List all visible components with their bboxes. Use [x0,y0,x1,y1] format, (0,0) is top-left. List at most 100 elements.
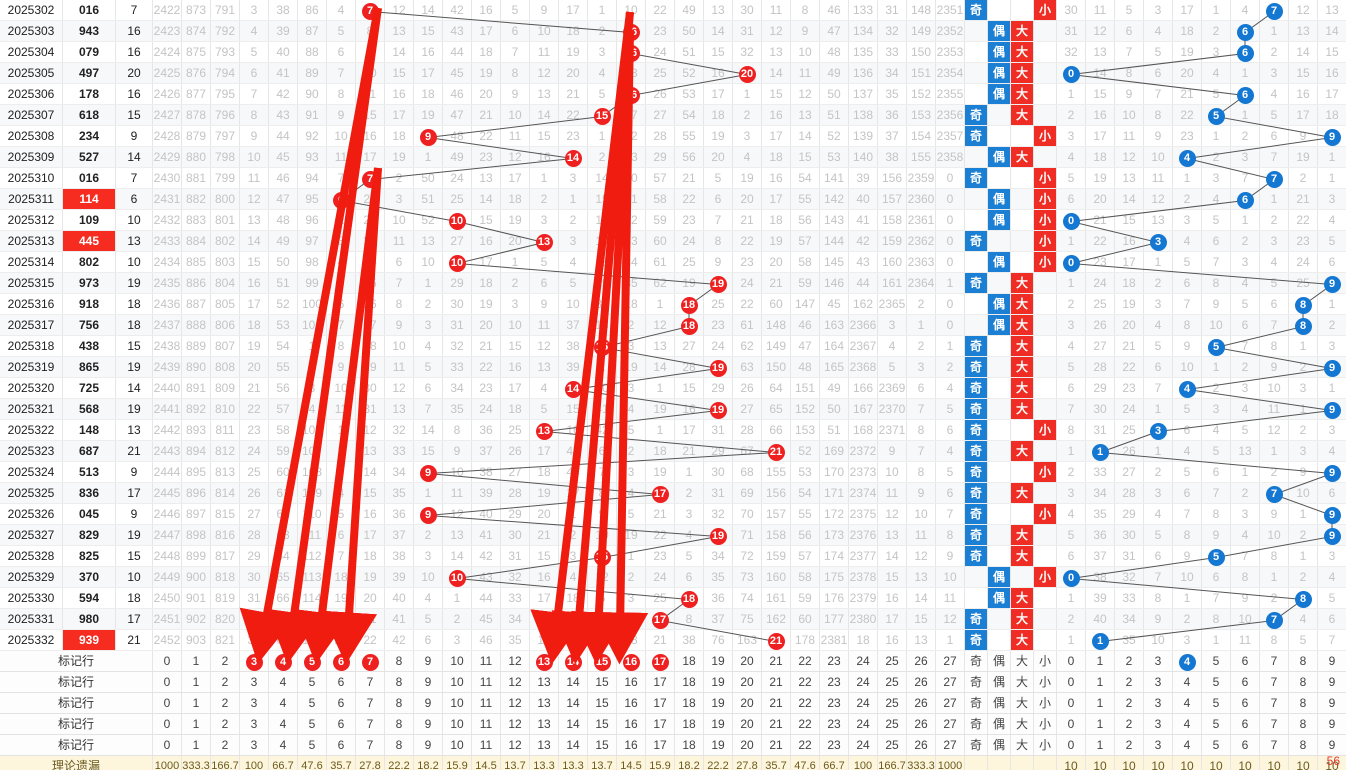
cell-span-omission-hit[interactable]: 1 [1085,440,1115,462]
cell-span-omission-hit[interactable]: 8 [1288,314,1318,336]
cell-sum-omission-hit[interactable]: 14 [558,377,588,399]
cell-sum-omission-hit[interactable]: 21 [761,629,791,651]
cell-span-omission-hit[interactable]: 9 [1317,356,1346,378]
cell-sum-omission-hit[interactable]: 16 [616,41,646,63]
cell-sum-omission-hit[interactable]: 20 [732,62,762,84]
cell-sum-omission-hit[interactable]: 21 [761,440,791,462]
cell-sum-omission-hit[interactable]: 19 [703,524,733,546]
cell-sum-omission-hit[interactable]: 16 [616,20,646,42]
cell-span-omission-hit[interactable]: 4 [1172,377,1202,399]
marker-ball-span[interactable]: 4 [1172,650,1202,672]
cell-span-omission: 8 [1259,335,1289,357]
cell-sum-omission: 22 [645,524,675,546]
cell-sum-omission-hit[interactable]: 13 [529,230,559,252]
cell-span-omission-hit[interactable]: 3 [1143,230,1173,252]
cell-sum-omission-hit[interactable]: 9 [413,125,443,147]
cell-sum-omission-hit[interactable]: 18 [674,587,704,609]
cell-sum-omission-hit[interactable]: 15 [587,104,617,126]
cell-sum-omission-hit[interactable]: 15 [587,335,617,357]
cell-sum-omission-hit[interactable]: 10 [442,251,472,273]
cell-sum-omission-hit[interactable]: 19 [703,398,733,420]
cell-sum-omission-hit[interactable]: 18 [674,314,704,336]
cell-span-omission-hit[interactable]: 9 [1317,398,1346,420]
marker-ball-sum[interactable]: 6 [326,650,356,672]
cell-span-omission-hit[interactable]: 7 [1259,167,1289,189]
cell-span-omission-hit[interactable]: 6 [1230,83,1260,105]
cell-sum-omission-hit[interactable]: 18 [674,293,704,315]
cell-span-omission: 6 [1201,230,1231,252]
cell-span-omission-hit[interactable]: 1 [1085,629,1115,651]
cell-flag-small: 小 [1033,188,1057,210]
cell-span-omission-hit[interactable]: 9 [1317,125,1346,147]
marker-ball-sum[interactable]: 15 [587,650,617,672]
hit-marker-red: 13 [535,234,553,251]
marker-cell-sum: 12 [500,734,530,756]
marker-cell-sum: 21 [761,734,791,756]
cell-sum-omission-hit[interactable]: 17 [645,482,675,504]
cell-sum-omission-hit[interactable]: 10 [442,566,472,588]
cell-span-omission-hit[interactable]: 9 [1317,461,1346,483]
cell-span-omission-hit[interactable]: 6 [1230,20,1260,42]
cell-sum-omission-hit[interactable]: 9 [413,461,443,483]
cell-span-omission-hit[interactable]: 7 [1259,0,1289,21]
cell-sum-omission-hit[interactable]: 14 [558,146,588,168]
cell-sum-omission-hit[interactable]: 19 [703,272,733,294]
cell-span-omission-hit[interactable]: 9 [1317,503,1346,525]
cell-span-omission-hit[interactable]: 9 [1317,272,1346,294]
marker-ball-sum[interactable]: 17 [645,650,675,672]
cell-span-omission-hit[interactable]: 9 [1317,524,1346,546]
marker-cell-sum: 11 [471,713,501,735]
cell-sum-omission-hit[interactable]: 7 [355,167,385,189]
cell-sum-omission: 2429 [152,146,182,168]
cell-span-omission-hit[interactable]: 5 [1201,545,1231,567]
marker-ball-sum[interactable]: 13 [529,650,559,672]
marker-ball-sum[interactable]: 5 [297,650,327,672]
cell-span-omission-hit[interactable]: 0 [1056,209,1086,231]
marker-ball-sum[interactable]: 7 [355,650,385,672]
cell-span-omission-hit[interactable]: 8 [1288,293,1318,315]
cell-span-omission-hit[interactable]: 5 [1201,335,1231,357]
cell-sum-omission: 11 [935,587,965,609]
cell-sum-omission-hit[interactable]: 16 [616,83,646,105]
marker-ball-sum[interactable]: 3 [239,650,269,672]
cell-sum-omission-hit[interactable]: 17 [645,608,675,630]
cell-sum-omission-hit[interactable]: 9 [413,503,443,525]
cell-span-omission-hit[interactable]: 7 [1259,482,1289,504]
cell-sum-omission-hit[interactable]: 19 [703,356,733,378]
cell-span-omission-hit[interactable]: 8 [1288,587,1318,609]
cell-sum-omission-hit[interactable]: 7 [355,0,385,21]
cell-sum-omission: 4 [239,20,269,42]
cell-span-omission-hit[interactable]: 3 [1143,419,1173,441]
cell-span-omission-hit[interactable]: 6 [1230,41,1260,63]
cell-sum-omission-hit[interactable]: 13 [529,419,559,441]
cell-sum-omission: 23 [558,125,588,147]
cell-span-omission-hit[interactable]: 0 [1056,251,1086,273]
table-row: 2025304 079 16 2424 875 793 5 40 88 6 9 14 16 44 18 7 11… [0,41,1346,63]
cell-sum-omission-hit[interactable]: 15 [587,545,617,567]
marker-ball-sum[interactable]: 4 [268,650,298,672]
cell-span-omission: 4 [1259,83,1289,105]
cell-sum-omission: 52 [674,62,704,84]
cell-sum-omission: 22 [355,629,385,651]
cell-sum-omission-hit[interactable]: 10 [442,209,472,231]
cell-sum-omission: 62 [268,503,298,525]
cell-sum-omission: 5 [587,83,617,105]
cell-sum-omission: 53 [790,461,820,483]
marker-ball-sum[interactable]: 16 [616,650,646,672]
cell-sum-omission: 900 [181,566,211,588]
cell-span-omission-hit[interactable]: 0 [1056,62,1086,84]
cell-sum-omission: 67 [732,440,762,462]
cell-sum-omission-hit[interactable]: 6 [326,188,356,210]
cell-span-omission-hit[interactable]: 7 [1259,608,1289,630]
cell-span-omission: 6 [1143,62,1173,84]
cell-span-omission-hit[interactable]: 0 [1056,566,1086,588]
cell-span-omission-hit[interactable]: 4 [1172,146,1202,168]
cell-sum-omission: 2433 [152,230,182,252]
cell-span-omission-hit[interactable]: 6 [1230,188,1260,210]
cell-sum-omission: 800 [210,188,240,210]
marker-ball-sum[interactable]: 14 [558,650,588,672]
cell-flag-even [987,230,1011,252]
cell-sum-omission: 11 [442,482,472,504]
cell-span-omission-hit[interactable]: 5 [1201,104,1231,126]
cell-sum-omission: 14 [442,545,472,567]
